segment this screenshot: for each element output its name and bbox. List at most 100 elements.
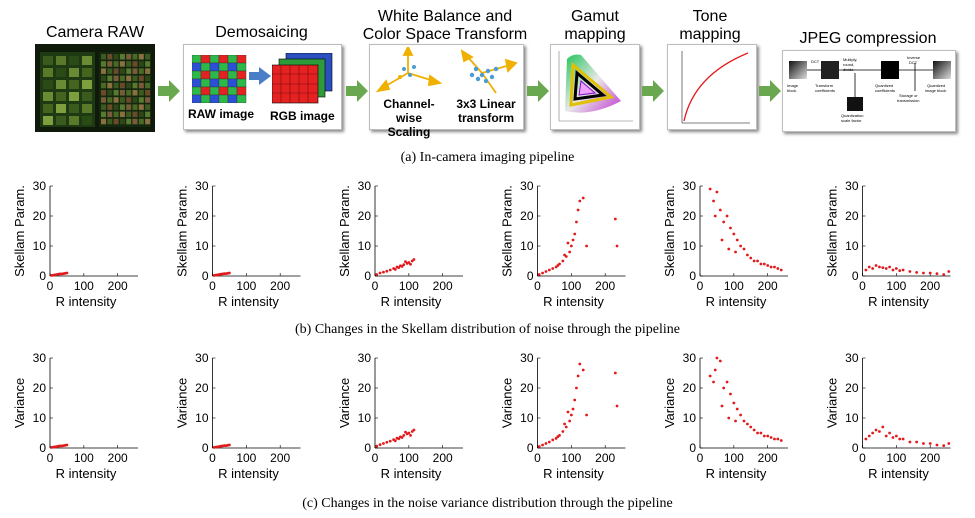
x-tick-label: 200 <box>758 451 778 465</box>
x-tick-label: 0 <box>697 451 704 465</box>
y-tick-label: 30 <box>520 179 534 193</box>
y-tick-label: 30 <box>33 351 47 365</box>
data-point <box>901 437 905 441</box>
x-tick-label: 0 <box>534 451 541 465</box>
data-point <box>708 374 712 378</box>
data-point <box>388 439 392 443</box>
x-tick-label: 200 <box>920 451 940 465</box>
data-point <box>378 443 382 447</box>
x-tick-label: 200 <box>108 451 128 465</box>
y-tick-label: 10 <box>33 411 47 425</box>
data-point <box>735 407 739 411</box>
data-point <box>776 437 780 441</box>
white-balance-panel: Channel-wise Scaling 3x3 Linear transfor… <box>369 44 524 139</box>
data-point <box>718 359 722 363</box>
data-point <box>734 250 737 254</box>
x-tick-label: 100 <box>236 279 256 293</box>
data-point <box>888 431 891 435</box>
data-point <box>874 264 878 267</box>
data-point <box>942 444 946 447</box>
x-tick-label: 200 <box>270 451 290 465</box>
data-point <box>385 440 389 444</box>
data-point <box>563 422 566 426</box>
data-point <box>871 267 875 270</box>
y-axis-label: Skellam Param. <box>662 185 677 277</box>
x-tick-label: 200 <box>758 279 778 293</box>
y-tick-label: 10 <box>683 239 697 253</box>
y-tick-label: 20 <box>683 209 697 223</box>
y-axis-label: Variance <box>337 378 352 428</box>
data-point <box>576 208 580 212</box>
data-point <box>564 425 568 429</box>
data-point <box>575 220 578 224</box>
x-axis-label: R intensity <box>868 294 929 309</box>
data-point <box>712 380 715 384</box>
linear-transform-diagram <box>460 49 518 94</box>
data-point <box>769 265 773 269</box>
data-point <box>615 404 619 408</box>
svg-text:DCT: DCT <box>811 59 820 64</box>
y-tick-label: 10 <box>358 411 372 425</box>
data-point <box>409 434 412 437</box>
x-axis-label: R intensity <box>218 294 279 309</box>
x-tick-label: 0 <box>859 279 866 293</box>
y-tick-label: 30 <box>683 351 697 365</box>
data-point <box>541 271 544 275</box>
data-point <box>745 253 749 257</box>
data-point <box>65 271 69 275</box>
scatter-plot: 0 100 200 0 10 20 30 R intensity Variance <box>825 351 951 481</box>
stage-label-white-balance: White Balance and Color Space Transform <box>362 8 528 43</box>
data-point <box>708 187 712 191</box>
data-point <box>541 443 544 447</box>
data-point <box>407 431 411 435</box>
data-point <box>573 398 577 402</box>
x-tick-label: 100 <box>74 279 94 293</box>
gamut-mapping-panel <box>550 44 640 130</box>
data-point <box>745 422 749 426</box>
gamut-diagram <box>558 51 633 122</box>
y-tick-label: 0 <box>689 441 696 455</box>
data-point <box>734 419 737 423</box>
data-point <box>729 392 732 396</box>
svg-text:block: block <box>787 88 796 93</box>
data-point <box>404 430 407 434</box>
data-point <box>732 232 736 236</box>
data-point <box>762 262 766 266</box>
stage-label-demosaicing: Demosaicing <box>215 24 308 41</box>
data-point <box>400 436 404 439</box>
raw-image-mosaic <box>192 55 247 103</box>
data-point <box>561 430 565 433</box>
data-point <box>773 265 776 269</box>
data-point <box>769 436 773 439</box>
data-point <box>585 244 588 248</box>
data-point <box>739 244 743 248</box>
data-point <box>867 434 871 438</box>
svg-text:round,: round, <box>843 62 854 67</box>
data-point <box>732 401 736 405</box>
y-axis-label: Variance <box>500 378 515 428</box>
data-point <box>942 273 946 276</box>
y-tick-label: 30 <box>520 351 534 365</box>
y-axis-label: Variance <box>662 378 677 428</box>
data-point <box>615 244 619 248</box>
data-point <box>878 430 881 433</box>
x-tick-label: 200 <box>108 279 128 293</box>
scatter-plot: 0 100 200 0 10 20 30 R intensity Skellam Param. <box>500 179 626 309</box>
data-point <box>712 199 715 203</box>
data-point <box>537 445 541 448</box>
x-tick-label: 0 <box>372 451 379 465</box>
y-tick-label: 0 <box>527 269 534 283</box>
scatter-plot: 0 100 200 0 10 20 30 R intensity Skellam Param. <box>662 179 788 309</box>
data-point <box>722 386 726 390</box>
arrow-right-icon <box>642 80 664 102</box>
y-tick-label: 30 <box>195 179 209 193</box>
y-tick-label: 20 <box>195 209 209 223</box>
process-arrow-icon <box>249 67 271 85</box>
jpeg-compression-panel: Image block Transform coefficients Multipl… <box>782 50 956 132</box>
arrow-right-icon <box>158 80 180 102</box>
data-point <box>385 269 389 273</box>
x-tick-label: 200 <box>595 451 615 465</box>
caption-b: (b) Changes in the Skellam distribution … <box>295 322 680 337</box>
data-point <box>556 435 560 438</box>
data-point <box>720 404 724 408</box>
